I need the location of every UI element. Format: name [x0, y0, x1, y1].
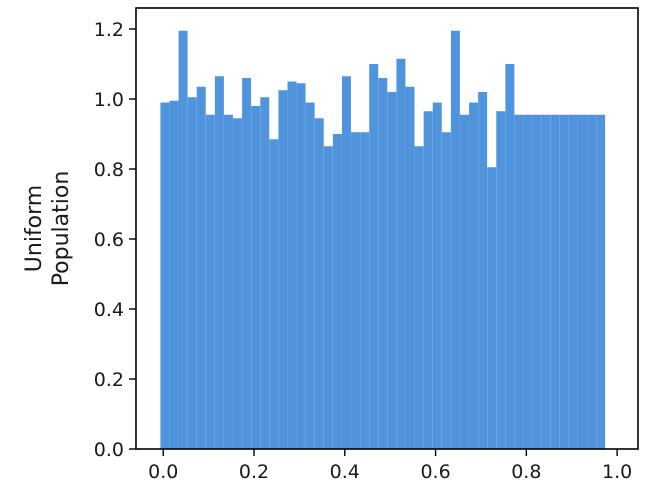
bar — [487, 167, 497, 449]
bar — [360, 132, 370, 449]
bar — [423, 111, 433, 449]
y-tick-label: 0.4 — [94, 299, 124, 321]
bar — [305, 102, 315, 449]
bar — [469, 102, 479, 449]
x-tick-label: 0.2 — [239, 461, 269, 483]
bar — [496, 111, 506, 449]
bar — [214, 76, 224, 449]
bar — [287, 81, 297, 449]
bar — [332, 134, 342, 449]
bar — [414, 146, 424, 449]
bar — [514, 114, 524, 449]
bar — [260, 97, 270, 449]
bar — [532, 114, 542, 449]
bar — [450, 30, 460, 449]
y-axis-title-line: Population — [49, 171, 74, 287]
bar — [187, 97, 197, 449]
x-tick-label: 1.0 — [602, 461, 632, 483]
bar — [169, 100, 179, 449]
y-tick-label: 0.6 — [94, 229, 124, 251]
y-tick-label: 0.0 — [94, 439, 124, 461]
bar — [596, 114, 606, 449]
x-tick-label: 0.4 — [330, 461, 360, 483]
bar — [578, 114, 587, 449]
bar — [233, 118, 243, 449]
y-tick-label: 1.0 — [94, 89, 124, 111]
x-tick-label: 0.0 — [148, 461, 178, 483]
y-axis-title-line: Uniform — [22, 185, 47, 272]
bar — [432, 102, 442, 449]
y-tick-label: 0.8 — [94, 159, 124, 181]
bar — [251, 106, 261, 449]
x-tick-label: 0.6 — [420, 461, 450, 483]
axes-group: 0.0 0.2 0.4 0.6 0.8 1.0 0.0 0.2 0.4 0.6 0.8 1.0 1.2 — [94, 7, 639, 483]
bar — [441, 132, 451, 449]
bar — [296, 83, 306, 449]
bar — [396, 58, 406, 449]
bar — [405, 86, 415, 449]
bar — [523, 114, 533, 449]
bar — [323, 146, 333, 449]
bar — [278, 90, 288, 449]
bar — [568, 114, 578, 449]
bar — [587, 114, 597, 449]
bar — [242, 78, 252, 449]
bar — [550, 114, 560, 449]
bar — [459, 114, 469, 449]
bar — [387, 92, 397, 449]
bar — [178, 30, 188, 449]
x-tick-label: 0.8 — [511, 461, 541, 483]
y-axis-title: Uniform Population — [22, 171, 74, 287]
bar — [223, 114, 233, 449]
bar — [378, 78, 388, 449]
bar — [559, 114, 569, 449]
bar — [541, 114, 551, 449]
y-tick-label: 1.2 — [94, 19, 124, 41]
bar — [341, 76, 351, 449]
bar — [314, 118, 324, 449]
bar — [351, 132, 361, 449]
bar — [269, 139, 279, 449]
bar — [505, 64, 515, 449]
bar — [196, 86, 206, 449]
bar — [369, 64, 379, 449]
bar — [478, 92, 488, 449]
y-tick-label: 0.2 — [94, 369, 124, 391]
bar — [205, 114, 215, 449]
plot-frame — [135, 7, 639, 450]
bar — [160, 102, 170, 449]
bars-group — [160, 30, 606, 449]
